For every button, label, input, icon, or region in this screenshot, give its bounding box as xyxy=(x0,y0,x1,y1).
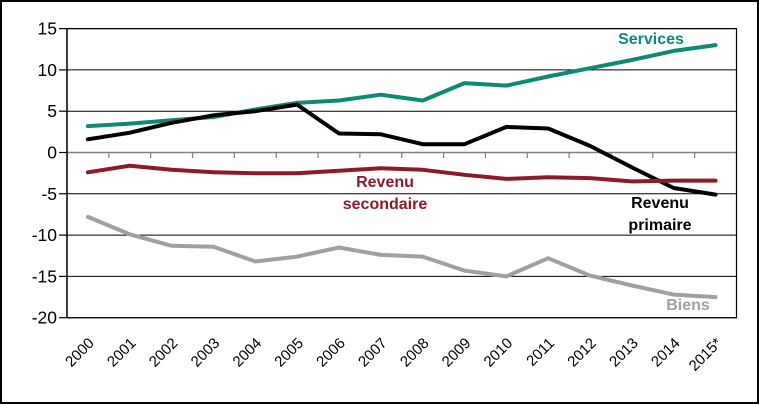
series-label-services: Services xyxy=(596,29,706,51)
y-tick-label-10: 10 xyxy=(38,60,58,80)
y-tick-label--20: -20 xyxy=(32,308,58,328)
series-label-text: Revenu xyxy=(356,174,414,191)
x-tick-label-2012: 2012 xyxy=(564,335,600,371)
x-tick-label-2015: 2015* xyxy=(686,335,726,375)
series-label-revenu-secondaire: Revenu secondaire xyxy=(329,172,441,216)
y-tick-label-5: 5 xyxy=(47,101,57,121)
x-tick-label-2001: 2001 xyxy=(104,335,140,371)
x-tick-label-2003: 2003 xyxy=(188,335,224,371)
series-label-text: primaire xyxy=(628,217,692,234)
x-tick-label-2005: 2005 xyxy=(271,335,307,371)
y-tick-label-15: 15 xyxy=(38,19,57,39)
y-tick-label--10: -10 xyxy=(32,225,58,245)
series-label-revenu-primaire: Revenu primaire xyxy=(604,193,716,237)
x-tick-label-2013: 2013 xyxy=(606,335,642,371)
series-label-text: Revenu xyxy=(631,195,689,212)
series-line-biens xyxy=(85,214,718,300)
x-tick-label-2004: 2004 xyxy=(230,335,266,371)
x-tick-label-2002: 2002 xyxy=(146,335,182,371)
x-tick-label-2014: 2014 xyxy=(648,335,684,371)
x-tick-label-2008: 2008 xyxy=(397,335,433,371)
series-label-biens: Biens xyxy=(652,295,724,317)
x-tick-label-2007: 2007 xyxy=(355,335,391,371)
series-line-services xyxy=(85,43,718,129)
series-label-text: Services xyxy=(618,31,684,48)
x-tick-label-2000: 2000 xyxy=(62,335,98,371)
series-line-revenu-primaire xyxy=(85,102,718,197)
y-tick-label-0: 0 xyxy=(47,143,57,163)
x-tick-label-2011: 2011 xyxy=(523,335,558,370)
series-line-revenu-secondaire xyxy=(85,163,718,184)
series-label-text: secondaire xyxy=(342,196,428,213)
x-tick-label-2006: 2006 xyxy=(313,335,349,371)
y-tick-label--5: -5 xyxy=(41,184,57,204)
x-tick-label-2009: 2009 xyxy=(439,335,475,371)
y-tick-label--15: -15 xyxy=(32,266,57,286)
series-label-text: Biens xyxy=(666,297,710,314)
x-tick-label-2010: 2010 xyxy=(481,335,517,371)
